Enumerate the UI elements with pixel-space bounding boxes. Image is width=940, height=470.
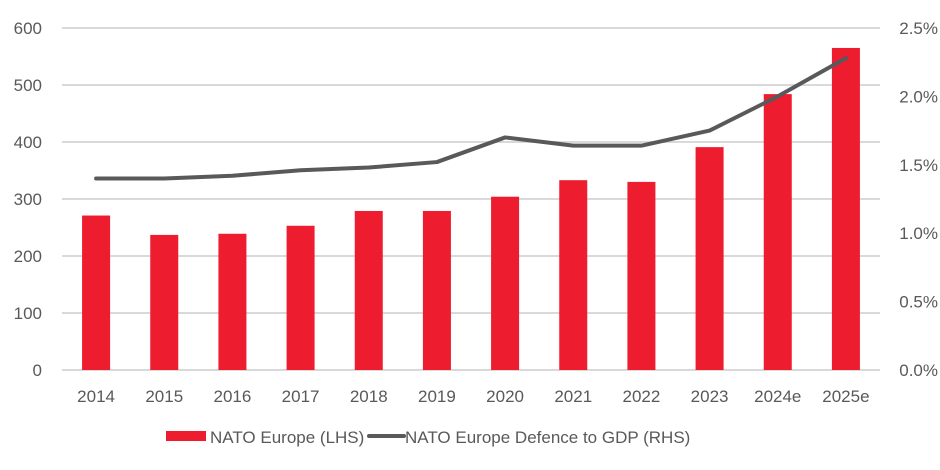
bar-series: [82, 47, 860, 371]
bar: [218, 233, 247, 370]
gridlines: [62, 27, 880, 371]
bar: [354, 210, 383, 370]
x-tick-label: 2019: [418, 387, 456, 406]
x-tick-label: 2023: [691, 387, 729, 406]
left-tick-label: 100: [14, 304, 42, 323]
bar: [627, 181, 656, 370]
left-tick-label: 500: [14, 76, 42, 95]
gdp-share-line: [94, 56, 848, 181]
legend-swatch-bar: [166, 431, 206, 441]
left-tick-label: 300: [14, 190, 42, 209]
left-tick-label: 600: [14, 19, 42, 38]
x-tick-label: 2016: [214, 387, 252, 406]
left-axis: 0 100 200 300 400 500 600: [14, 19, 42, 380]
x-tick-label: 2024e: [754, 387, 801, 406]
x-tick-label: 2015: [145, 387, 183, 406]
bar: [559, 180, 588, 370]
x-tick-label: 2022: [623, 387, 661, 406]
legend-label-bar: NATO Europe (LHS): [210, 428, 364, 447]
x-tick-label: 2020: [486, 387, 524, 406]
x-tick-label: 2018: [350, 387, 388, 406]
x-tick-label: 2025e: [822, 387, 869, 406]
right-tick-label: 2.0%: [899, 87, 938, 106]
x-axis: 2014 2015 2016 2017 2018 2019 2020 2021 2022 2023…: [77, 387, 869, 406]
bar: [150, 234, 179, 370]
x-tick-label: 2021: [554, 387, 592, 406]
x-tick-label: 2014: [77, 387, 115, 406]
legend-label-line: NATO Europe Defence to GDP (RHS): [405, 428, 690, 447]
right-tick-label: 2.5%: [899, 19, 938, 38]
right-tick-label: 1.5%: [899, 156, 938, 175]
bar: [82, 215, 111, 370]
left-tick-label: 0: [33, 361, 42, 380]
right-tick-label: 0.5%: [899, 293, 938, 312]
bar: [831, 47, 860, 370]
right-axis: 0.0% 0.5% 1.0% 1.5% 2.0% 2.5%: [899, 19, 938, 380]
line-series: [94, 56, 848, 181]
right-tick-label: 0.0%: [899, 361, 938, 380]
bar: [422, 210, 451, 370]
left-tick-label: 400: [14, 133, 42, 152]
right-tick-label: 1.0%: [899, 224, 938, 243]
x-tick-label: 2017: [282, 387, 320, 406]
legend: NATO Europe (LHS) NATO Europe Defence to…: [166, 428, 690, 447]
left-tick-label: 200: [14, 247, 42, 266]
bar: [695, 147, 724, 370]
bar: [763, 94, 792, 371]
bar: [286, 225, 315, 370]
bar: [491, 196, 520, 370]
